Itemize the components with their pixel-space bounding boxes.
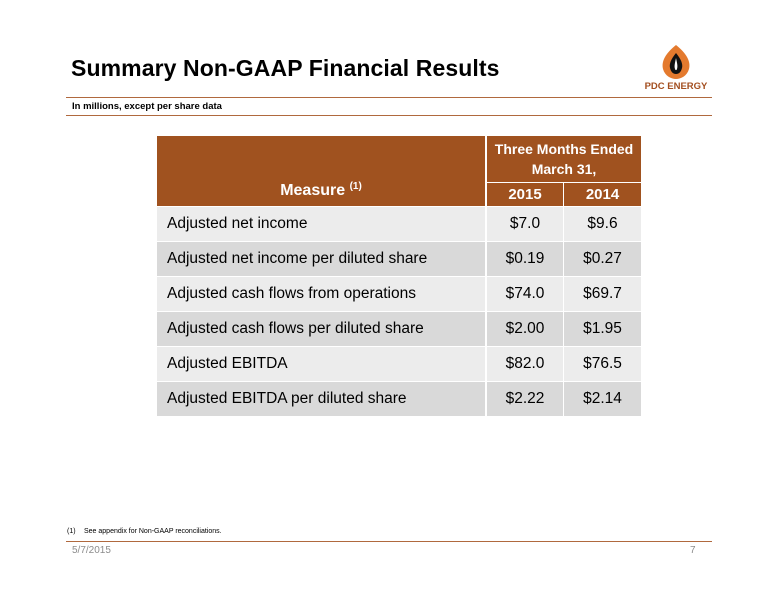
measure-footnote-ref: (1) — [349, 181, 362, 192]
value-2015-cell: $82.0 — [486, 346, 564, 382]
value-2015-cell: $2.00 — [486, 311, 564, 347]
subtitle-divider — [66, 115, 712, 116]
logo-text: PDC ENERGY — [644, 81, 708, 92]
footer-divider — [66, 541, 712, 542]
measure-cell: Adjusted net income per diluted share — [157, 241, 487, 277]
table-row: Adjusted net income $7.0 $9.6 — [157, 206, 641, 242]
flame-drop-icon — [662, 45, 690, 79]
measure-column-header: Measure (1) — [157, 136, 487, 207]
table-row: Adjusted net income per diluted share $0… — [157, 241, 641, 277]
measure-header-label: Measure — [280, 182, 346, 199]
table-row: Adjusted EBITDA per diluted share $2.22 … — [157, 381, 641, 416]
value-2014-cell: $9.6 — [563, 206, 641, 242]
value-2014-cell: $0.27 — [563, 241, 641, 277]
period-header: Three Months Ended March 31, — [486, 136, 641, 183]
table-row: Adjusted cash flows from operations $74.… — [157, 276, 641, 312]
measure-cell: Adjusted EBITDA — [157, 346, 487, 382]
value-2014-cell: $2.14 — [563, 381, 641, 416]
measure-cell: Adjusted net income — [157, 206, 487, 242]
year-header-2015: 2015 — [486, 181, 564, 207]
footnote-text: See appendix for Non-GAAP reconciliation… — [84, 528, 222, 535]
measure-cell: Adjusted cash flows from operations — [157, 276, 487, 312]
company-logo: PDC ENERGY — [636, 44, 716, 96]
value-2015-cell: $74.0 — [486, 276, 564, 312]
measure-cell: Adjusted cash flows per diluted share — [157, 311, 487, 347]
table-row: Adjusted cash flows per diluted share $2… — [157, 311, 641, 347]
page-title: Summary Non-GAAP Financial Results — [71, 55, 500, 81]
title-divider — [66, 97, 712, 98]
page-number: 7 — [690, 545, 696, 556]
year-header-2014: 2014 — [563, 181, 641, 207]
value-2015-cell: $7.0 — [486, 206, 564, 242]
value-2015-cell: $0.19 — [486, 241, 564, 277]
value-2015-cell: $2.22 — [486, 381, 564, 416]
financial-results-table: Measure (1) Three Months Ended March 31,… — [157, 136, 641, 416]
footnote-number: (1) — [67, 528, 76, 535]
page-subtitle: In millions, except per share data — [72, 101, 222, 112]
footnote: (1) See appendix for Non-GAAP reconciliat… — [67, 528, 222, 535]
value-2014-cell: $1.95 — [563, 311, 641, 347]
table-row: Adjusted EBITDA $82.0 $76.5 — [157, 346, 641, 382]
value-2014-cell: $69.7 — [563, 276, 641, 312]
slide-date: 5/7/2015 — [72, 545, 111, 556]
measure-cell: Adjusted EBITDA per diluted share — [157, 381, 487, 416]
value-2014-cell: $76.5 — [563, 346, 641, 382]
